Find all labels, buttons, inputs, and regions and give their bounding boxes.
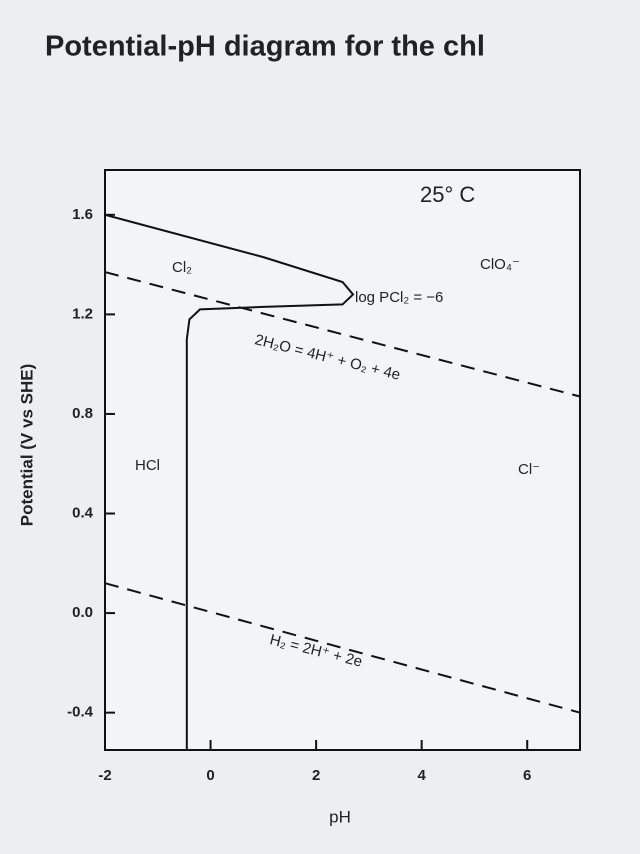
annotation: HCl <box>135 457 160 474</box>
annotation: ClO₄⁻ <box>480 256 520 273</box>
boundary-dashed <box>104 271 581 398</box>
chart-title: Potential-pH diagram for the chl <box>45 31 485 63</box>
annotation: log PCl₂ = −6 <box>355 289 443 306</box>
x-axis-label: pH <box>329 807 351 826</box>
x-tick-label: 0 <box>206 767 214 784</box>
y-tick-label: -0.4 <box>67 704 94 721</box>
annotation: 25° C <box>420 182 475 207</box>
boundary-dashed <box>104 582 581 714</box>
boundary-line <box>104 213 355 750</box>
y-tick-label: 0.8 <box>72 405 93 422</box>
y-axis-label: Potential (V vs SHE) <box>17 364 36 526</box>
x-tick-label: -2 <box>98 767 111 784</box>
plot-frame <box>104 169 581 751</box>
y-tick-label: 0.4 <box>72 504 94 521</box>
x-tick-label: 2 <box>312 767 320 784</box>
x-tick-label: 6 <box>523 767 531 784</box>
y-tick-label: 1.2 <box>72 305 93 322</box>
y-tick-label: 1.6 <box>72 206 93 223</box>
x-tick-label: 4 <box>417 767 426 784</box>
y-tick-label: 0.0 <box>72 604 93 621</box>
annotation: Cl⁻ <box>518 461 540 478</box>
annotation: Cl₂ <box>172 259 192 276</box>
